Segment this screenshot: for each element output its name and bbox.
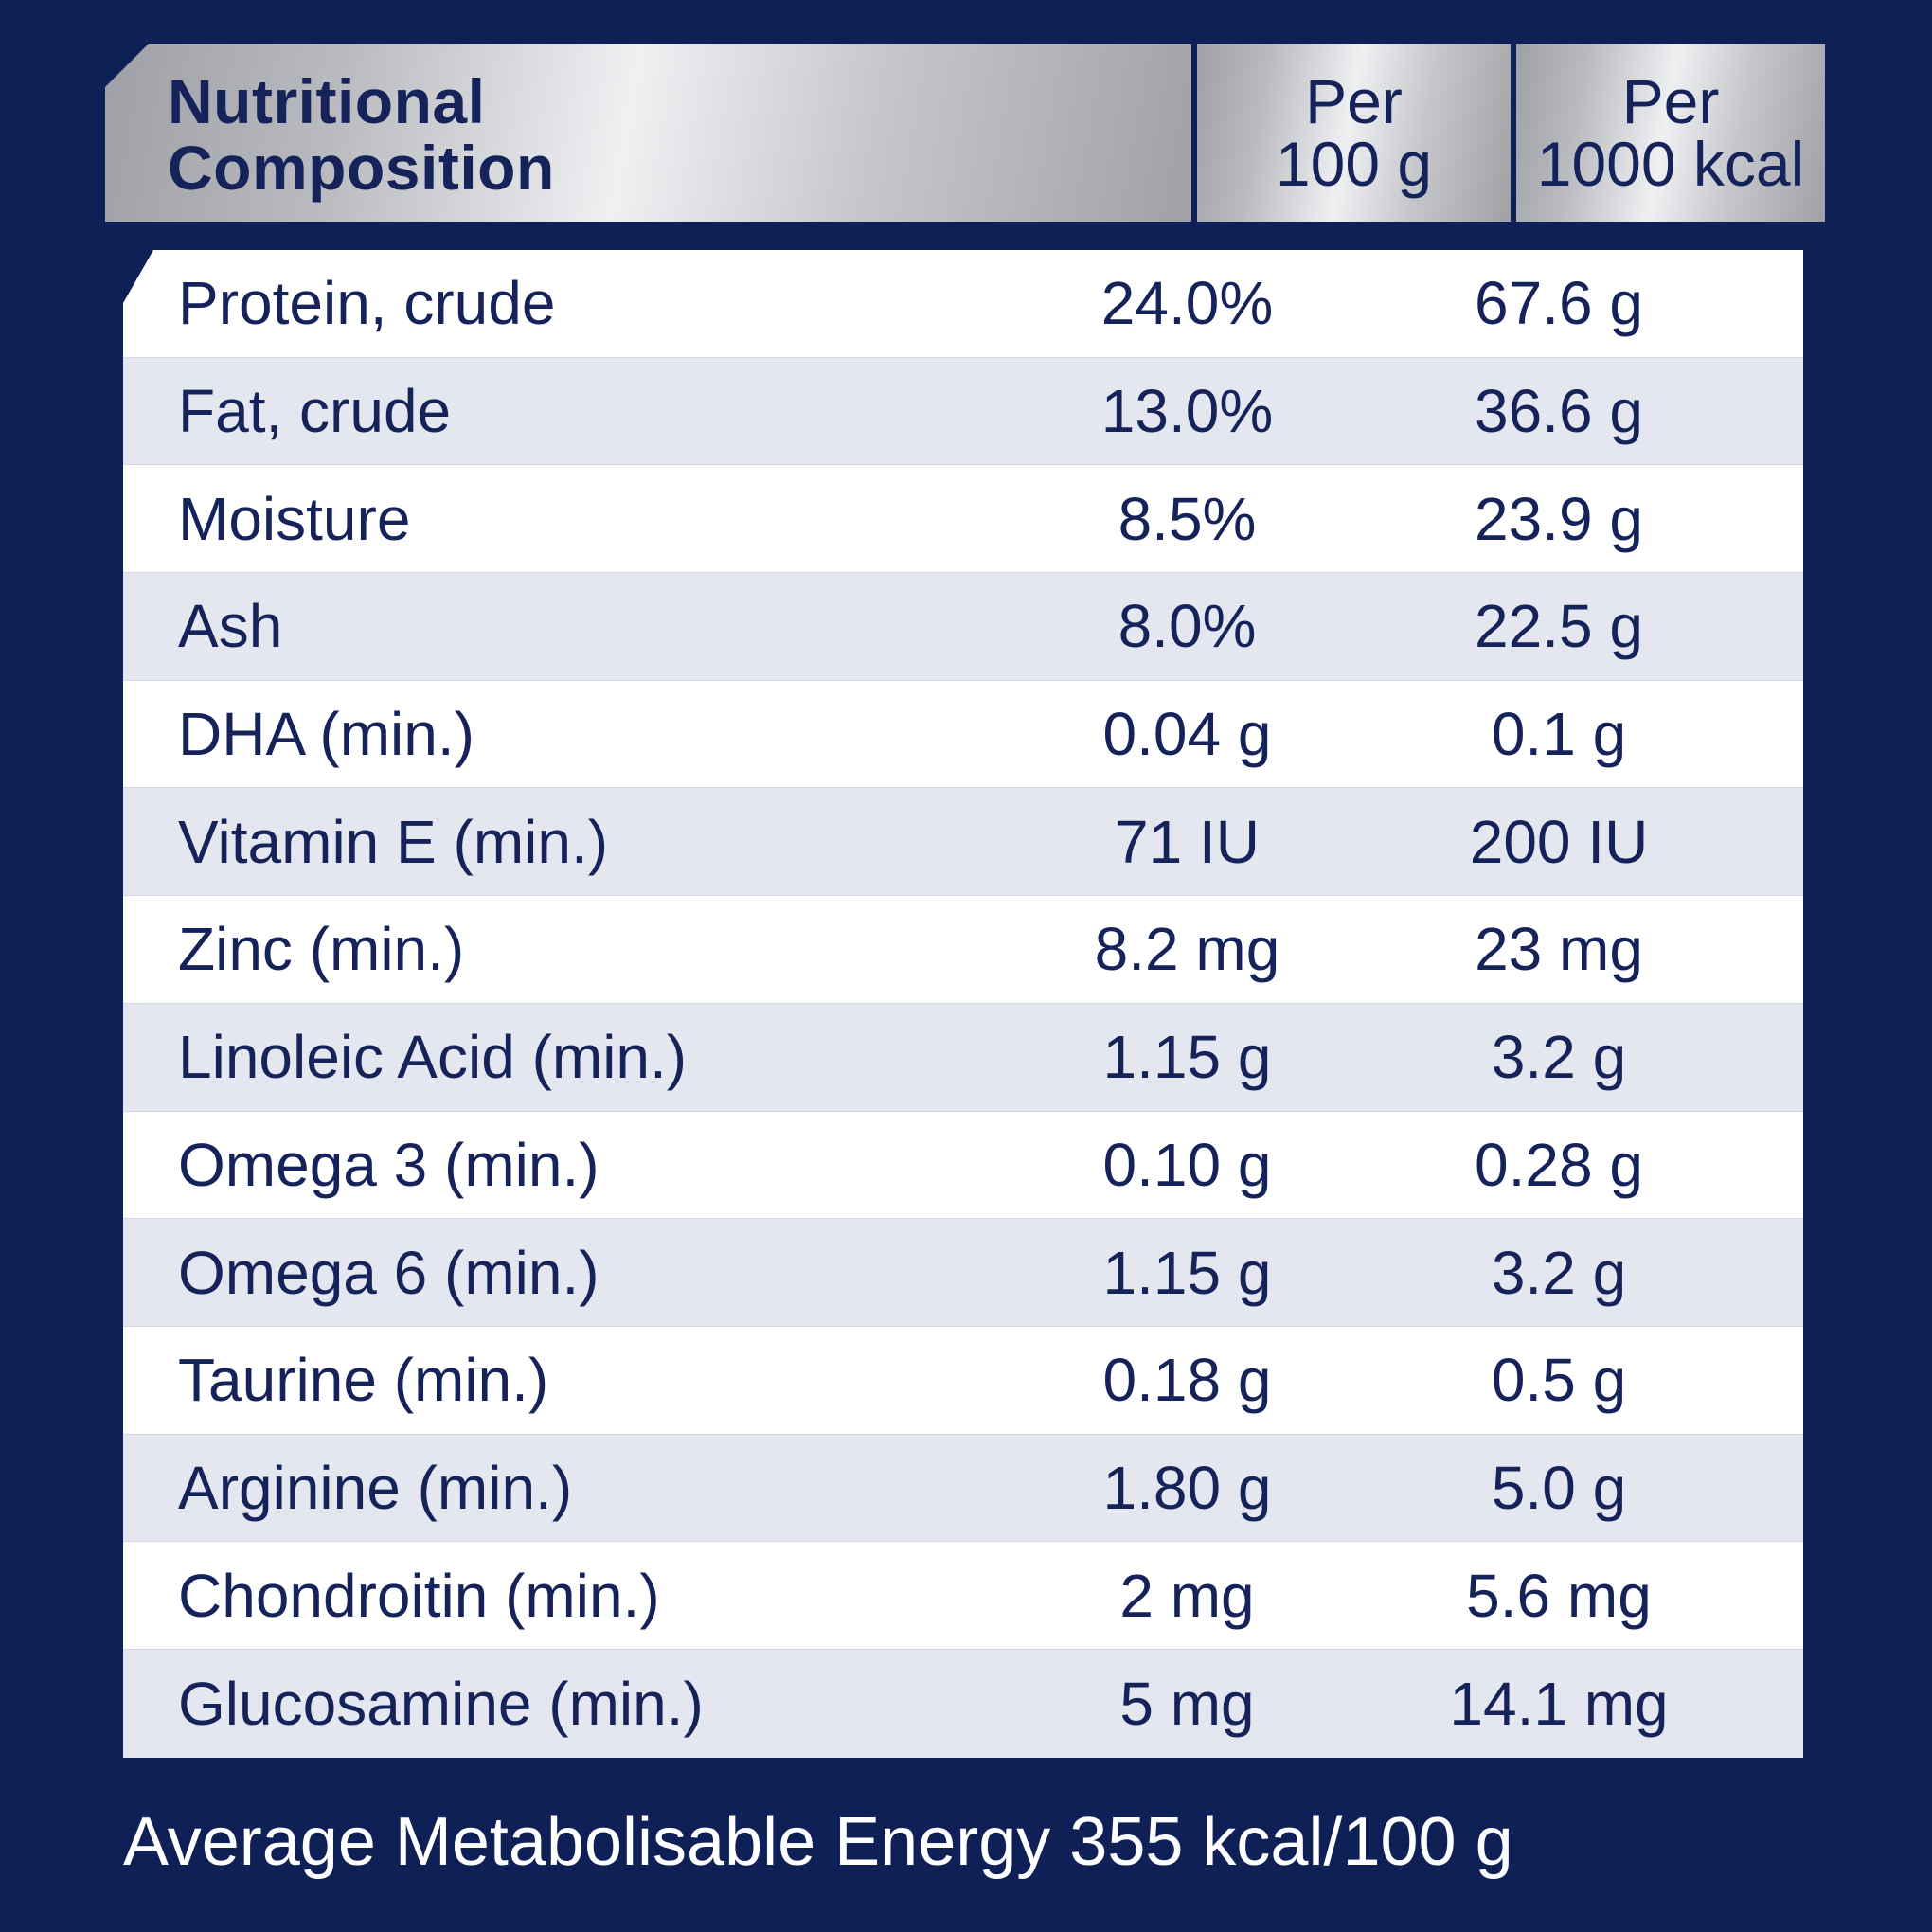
per-100g-value: 8.0% [1118, 592, 1257, 661]
table-row: Zinc (min.) 8.2 mg 23 mg [123, 896, 1803, 1004]
per-1000kcal-value: 36.6 g [1475, 377, 1643, 446]
header-title-line2: Composition [168, 133, 555, 203]
per-1000kcal-value: 0.1 g [1491, 700, 1627, 769]
nutrient-label: DHA (min.) [178, 700, 474, 769]
per-100g-value: 71 IU [1115, 807, 1260, 876]
per-100g-value: 2 mg [1119, 1561, 1255, 1630]
nutrition-table: Protein, crude 24.0% 67.6 g Fat, crude 1… [123, 250, 1803, 1758]
nutrient-label: Vitamin E (min.) [178, 807, 609, 876]
per-1000kcal-value: 3.2 g [1491, 1238, 1627, 1307]
nutrient-label: Taurine (min.) [178, 1346, 549, 1415]
per-100g-value: 0.10 g [1102, 1130, 1272, 1199]
table-row: Omega 6 (min.) 1.15 g 3.2 g [123, 1219, 1803, 1327]
per-1000kcal-value: 200 IU [1469, 807, 1649, 876]
header-per-1000kcal-line1: Per [1621, 66, 1720, 136]
nutrient-label: Omega 6 (min.) [178, 1238, 599, 1307]
header-per-100g-line2: 100 g [1275, 129, 1433, 199]
per-1000kcal-value: 0.5 g [1491, 1346, 1627, 1415]
nutrient-label: Glucosamine (min.) [178, 1669, 704, 1738]
header-per-100g: Per 100 g [1197, 44, 1511, 222]
nutrient-label: Moisture [178, 484, 411, 553]
table-row: Linoleic Acid (min.) 1.15 g 3.2 g [123, 1003, 1803, 1112]
nutrient-label: Omega 3 (min.) [178, 1130, 599, 1199]
header-divider [1191, 44, 1197, 222]
table-row: Fat, crude 13.0% 36.6 g [123, 357, 1803, 466]
nutrient-label: Chondroitin (min.) [178, 1561, 660, 1630]
nutrient-label: Ash [178, 592, 283, 661]
per-100g-value: 1.15 g [1102, 1238, 1272, 1307]
nutrient-label: Protein, crude [178, 269, 556, 338]
per-100g-value: 8.5% [1118, 484, 1257, 553]
per-100g-value: 13.0% [1100, 377, 1274, 446]
nutrient-label: Zinc (min.) [178, 915, 465, 984]
header-per-1000kcal-line2: 1000 kcal [1536, 129, 1805, 199]
nutrient-label: Fat, crude [178, 377, 452, 446]
header-divider [1511, 44, 1516, 222]
per-1000kcal-value: 5.0 g [1491, 1453, 1627, 1522]
per-1000kcal-value: 22.5 g [1475, 592, 1643, 661]
per-1000kcal-value: 23 mg [1475, 915, 1643, 984]
table-row: Arginine (min.) 1.80 g 5.0 g [123, 1434, 1803, 1543]
per-100g-value: 0.04 g [1102, 700, 1272, 769]
per-100g-value: 1.80 g [1102, 1453, 1272, 1522]
header-per-1000kcal: Per 1000 kcal [1516, 44, 1825, 222]
table-row: Taurine (min.) 0.18 g 0.5 g [123, 1327, 1803, 1435]
table-row: Moisture 8.5% 23.9 g [123, 465, 1803, 574]
header-per-100g-line1: Per [1305, 66, 1403, 136]
table-row: Ash 8.0% 22.5 g [123, 573, 1803, 681]
per-100g-value: 0.18 g [1102, 1346, 1272, 1415]
header-title: Nutritional Composition [105, 44, 1191, 222]
per-1000kcal-value: 0.28 g [1475, 1130, 1643, 1199]
table-header: Nutritional Composition Per 100 g Per 10… [105, 44, 1825, 222]
table-row: Glucosamine (min.) 5 mg 14.1 mg [123, 1649, 1803, 1758]
nutrient-label: Arginine (min.) [178, 1453, 573, 1522]
table-row: Protein, crude 24.0% 67.6 g [123, 250, 1803, 358]
per-1000kcal-value: 14.1 mg [1449, 1669, 1669, 1738]
table-row: Omega 3 (min.) 0.10 g 0.28 g [123, 1112, 1803, 1220]
header-title-line1: Nutritional [168, 66, 486, 136]
per-100g-value: 24.0% [1100, 269, 1274, 338]
nutrient-label: Linoleic Acid (min.) [178, 1023, 688, 1092]
per-1000kcal-value: 5.6 mg [1466, 1561, 1652, 1630]
table-row: Vitamin E (min.) 71 IU 200 IU [123, 788, 1803, 897]
table-row: DHA (min.) 0.04 g 0.1 g [123, 681, 1803, 789]
per-1000kcal-value: 3.2 g [1491, 1023, 1627, 1092]
per-1000kcal-value: 23.9 g [1475, 484, 1643, 553]
metabolisable-energy-footer: Average Metabolisable Energy 355 kcal/10… [123, 1804, 1513, 1880]
per-1000kcal-value: 67.6 g [1475, 269, 1643, 338]
per-100g-value: 8.2 mg [1094, 915, 1280, 984]
per-100g-value: 1.15 g [1102, 1023, 1272, 1092]
per-100g-value: 5 mg [1119, 1669, 1255, 1738]
table-row: Chondroitin (min.) 2 mg 5.6 mg [123, 1542, 1803, 1650]
